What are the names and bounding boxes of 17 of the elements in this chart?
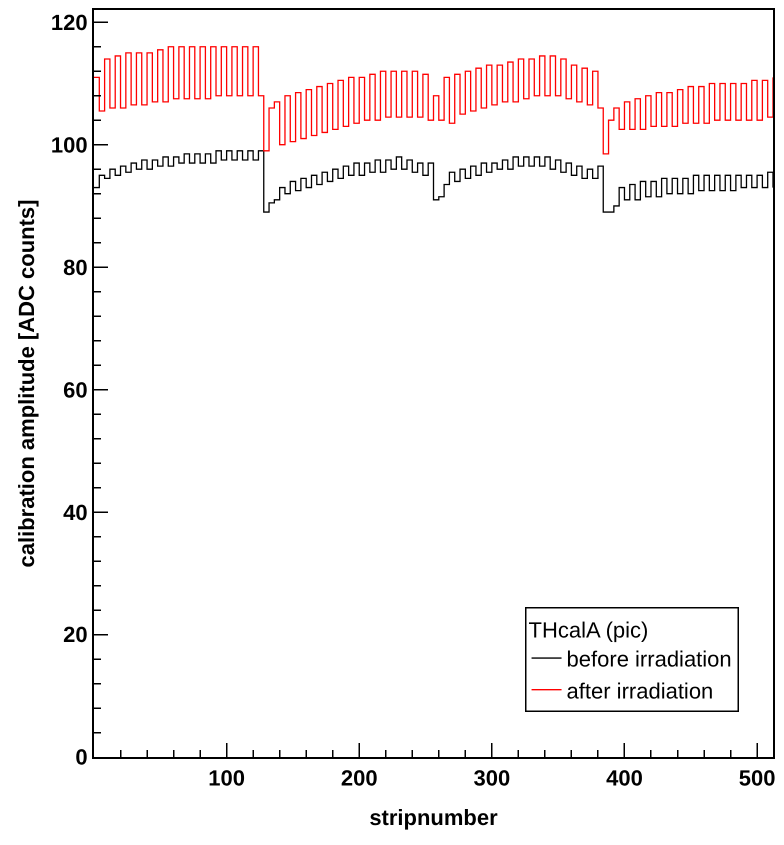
x-tick-label: 500 [738,765,776,790]
y-axis-title: calibration amplitude [ADC counts] [14,200,40,568]
legend-label: after irradiation [566,678,714,704]
x-tick-label: 400 [606,765,643,790]
legend-title: THcalA (pic) [528,617,648,642]
y-tick-label: 120 [50,10,88,35]
x-axis-title: stripnumber [369,804,498,830]
y-tick-label: 60 [63,377,88,402]
y-tick-label: 40 [63,500,88,525]
x-tick-label: 100 [208,765,245,790]
y-tick-label: 0 [75,744,88,770]
x-tick-label: 200 [340,765,378,790]
y-tick-label: 20 [63,622,88,648]
x-tick-label: 300 [473,765,510,790]
y-tick-label: 100 [50,132,88,158]
legend-label: before irradiation [566,646,732,672]
y-tick-label: 80 [63,254,88,280]
